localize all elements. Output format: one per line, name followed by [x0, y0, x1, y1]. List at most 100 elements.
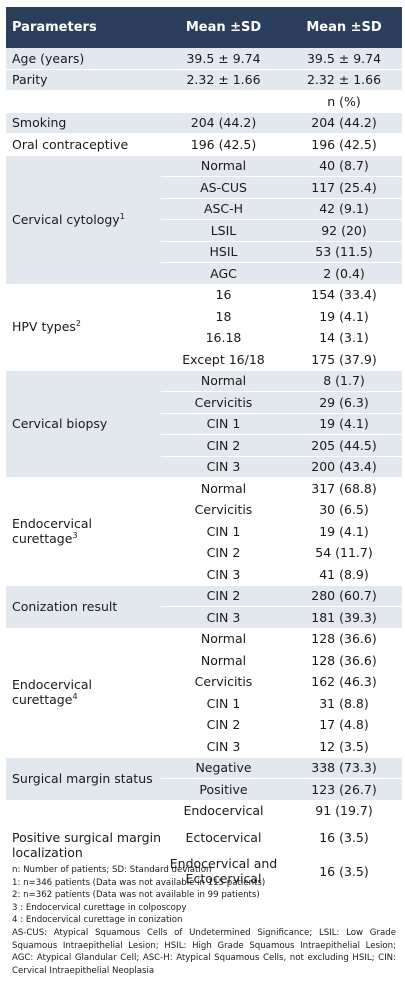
header-parameters: Parameters: [6, 7, 161, 48]
group-label: Surgical margin status: [6, 757, 161, 801]
value-cell: 16 (3.5): [286, 852, 402, 890]
group-label: HPV types2: [6, 284, 161, 371]
table-row: CIN 1 19 (4.1): [6, 520, 402, 543]
value-cell: 123 (26.7): [286, 778, 402, 801]
category-cell: Except 16/18: [161, 348, 286, 371]
table-row: CIN 3 41 (8.9): [6, 563, 402, 586]
group-label: Endocervical curettage4: [6, 628, 161, 758]
value-cell: 338 (73.3): [286, 757, 402, 779]
footnote-marker: 2: [75, 319, 81, 329]
category-cell: CIN 1: [161, 520, 286, 543]
table-row: Cervical biopsy Normal 8 (1.7): [6, 370, 402, 478]
value-cell: 40 (8.7): [286, 155, 402, 177]
category-cell: AS-CUS: [161, 176, 286, 199]
abbreviations-note: AS-CUS: Atypical Squamous Cells of Undet…: [12, 927, 396, 976]
param-cell: Oral contraceptive: [6, 133, 161, 156]
value-cell: 175 (37.9): [286, 348, 402, 371]
category-cell: Normal: [161, 155, 286, 177]
value-cell: 29 (6.3): [286, 391, 402, 414]
header-mean-sd-2: Mean ±SD: [286, 7, 402, 48]
category-cell: CIN 1: [161, 692, 286, 715]
table-row: Parity 2.32 ± 1.66 2.32 ± 1.66: [6, 69, 402, 91]
group-label: Endocervical curettage3: [6, 477, 161, 586]
value-cell: 162 (46.3): [286, 671, 402, 693]
value-cell: 39.5 ± 9.74: [286, 48, 402, 70]
group-label-text: Endocervical curettage: [12, 516, 92, 547]
value-cell: 196 (42.5): [161, 133, 286, 156]
category-cell: Ectocervical: [161, 821, 286, 853]
group-label-text: Cervical cytology: [12, 212, 120, 228]
value-cell: 53 (11.5): [286, 241, 402, 263]
group-label-text: Positive surgical margin localization: [12, 829, 161, 860]
param-cell: Age (years): [6, 48, 161, 70]
value-cell: 204 (44.2): [161, 112, 286, 134]
footnote-marker: 1: [119, 211, 125, 221]
category-cell: CIN 2: [161, 434, 286, 457]
table-row: HSIL 53 (11.5): [6, 241, 402, 263]
value-cell: 12 (3.5): [286, 735, 402, 758]
table-row: n (%): [6, 90, 402, 113]
value-cell: 205 (44.5): [286, 434, 402, 457]
table-row: Positive 123 (26.7): [6, 778, 402, 801]
footnote-marker: 4: [72, 692, 78, 702]
value-cell: 317 (68.8): [286, 477, 402, 500]
value-cell: 2 (0.4): [286, 262, 402, 285]
value-cell: 30 (6.5): [286, 499, 402, 521]
group-label-text: Conization result: [12, 599, 118, 614]
value-cell: 2.32 ± 1.66: [286, 69, 402, 91]
empty-cell: [6, 90, 161, 113]
table-body: Age (years) 39.5 ± 9.74 39.5 ± 9.74 Pari…: [6, 48, 402, 890]
empty-cell: [161, 90, 286, 113]
table-row: Smoking 204 (44.2) 204 (44.2): [6, 112, 402, 134]
category-cell: 16: [161, 284, 286, 306]
category-cell: CIN 2: [161, 542, 286, 564]
group-label-text: Surgical margin status: [12, 771, 153, 786]
category-cell: ASC-H: [161, 198, 286, 220]
value-cell: 17 (4.8): [286, 714, 402, 736]
value-cell: 128 (36.6): [286, 628, 402, 650]
n-percent-label: n (%): [286, 90, 402, 113]
category-cell: CIN 1: [161, 413, 286, 435]
value-cell: 19 (4.1): [286, 413, 402, 435]
table-row: Cervicitis 162 (46.3): [6, 671, 402, 693]
table-row: Endocervical and Ectocervical 16 (3.5): [6, 852, 402, 890]
table-row: CIN 3 200 (43.4): [6, 456, 402, 478]
category-cell: CIN 3: [161, 456, 286, 478]
note-line: n: Number of patients; SD: Standard devi…: [12, 865, 212, 875]
table-notes: n: Number of patients; SD: Standard devi…: [12, 864, 396, 977]
group-label: Cervical biopsy: [6, 370, 161, 478]
value-cell: 128 (36.6): [286, 649, 402, 672]
category-cell: Negative: [161, 757, 286, 779]
table-row: Surgical margin status Negative 338 (73.3): [6, 757, 402, 801]
group-label-text: HPV types: [12, 319, 76, 335]
table-row: CIN 2 54 (11.7): [6, 542, 402, 564]
value-cell: 200 (43.4): [286, 456, 402, 478]
table-row: CIN 1 31 (8.8): [6, 692, 402, 715]
category-cell: CIN 3: [161, 563, 286, 586]
value-cell: 14 (3.1): [286, 327, 402, 349]
data-table: Parameters Mean ±SD Mean ±SD Age (years)…: [6, 7, 402, 890]
param-cell: Smoking: [6, 112, 161, 134]
group-label: Cervical cytology1: [6, 155, 161, 285]
table-row: Age (years) 39.5 ± 9.74 39.5 ± 9.74: [6, 48, 402, 70]
category-cell: 16.18: [161, 327, 286, 349]
table-row: LSIL 92 (20): [6, 219, 402, 242]
value-cell: 204 (44.2): [286, 112, 402, 134]
header-row: Parameters Mean ±SD Mean ±SD: [6, 7, 402, 48]
table-row: Conization result CIN 2 280 (60.7): [6, 585, 402, 629]
table-row: CIN 2 17 (4.8): [6, 714, 402, 736]
group-label-text: Endocervical curettage: [12, 677, 92, 708]
value-cell: 92 (20): [286, 219, 402, 242]
category-cell: Cervicitis: [161, 671, 286, 693]
category-cell: Normal: [161, 649, 286, 672]
category-cell: CIN 3: [161, 606, 286, 629]
value-cell: 31 (8.8): [286, 692, 402, 715]
table-row: CIN 1 19 (4.1): [6, 413, 402, 435]
table-row: Positive surgical margin localization End…: [6, 800, 402, 890]
value-cell: 54 (11.7): [286, 542, 402, 564]
value-cell: 280 (60.7): [286, 585, 402, 607]
table-row: Endocervical curettage3 Normal 317 (68.8): [6, 477, 402, 586]
table-row: AS-CUS 117 (25.4): [6, 176, 402, 199]
value-cell: 39.5 ± 9.74: [161, 48, 286, 70]
